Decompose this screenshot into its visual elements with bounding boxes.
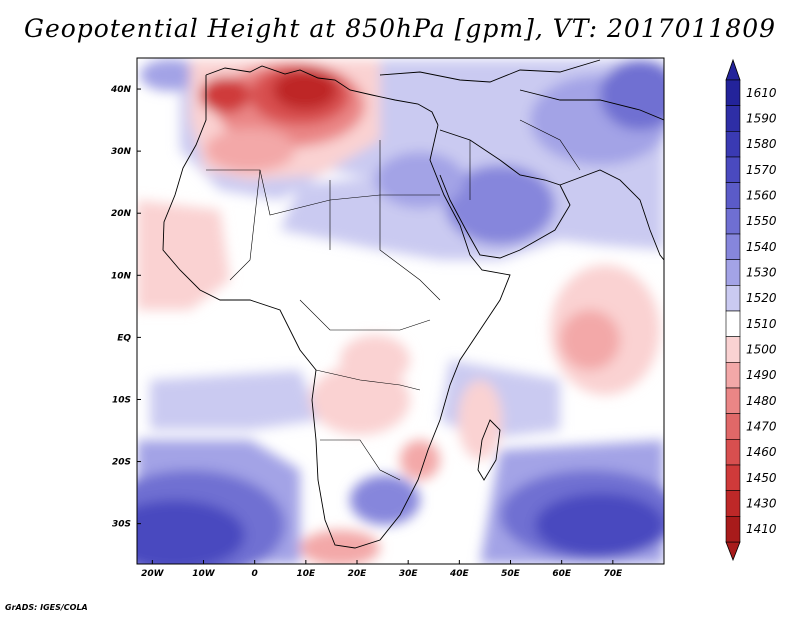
colorbar-swatch xyxy=(725,439,741,466)
lat-tick-label: 20N xyxy=(111,209,132,219)
colorbar-label: 1480 xyxy=(746,394,777,408)
colorbar-label: 1490 xyxy=(746,368,777,382)
colorbar-swatch xyxy=(725,105,741,132)
colorbar-label: 1410 xyxy=(746,522,777,536)
colorbar-swatch xyxy=(725,362,741,389)
lon-tick-label: 10E xyxy=(297,569,317,579)
colorbar-label: 1500 xyxy=(746,343,777,357)
colorbar-label: 1550 xyxy=(746,214,777,228)
lat-axis: 40N 30N 20N 10N EQ 10S 20S 30S xyxy=(110,85,141,530)
lat-tick-label: EQ xyxy=(117,333,131,343)
lon-tick-label: 20E xyxy=(348,569,368,579)
lon-tick-label: 70E xyxy=(603,569,623,579)
colorbar-label: 1580 xyxy=(746,137,777,151)
colorbar-label: 1560 xyxy=(746,189,777,203)
colorbar-top-arrow xyxy=(725,58,741,81)
coastlines xyxy=(162,59,664,549)
colorbar-label: 1540 xyxy=(746,240,777,254)
colorbar-swatch xyxy=(725,464,741,491)
plot-frame xyxy=(136,57,665,565)
lat-tick-label: 10N xyxy=(111,271,132,281)
grads-credit: GrADS: IGES/COLA xyxy=(5,603,88,612)
colorbar-swatch xyxy=(725,516,741,543)
colorbar-swatch xyxy=(725,336,741,363)
country-borders xyxy=(206,119,581,481)
lon-tick-label: 40E xyxy=(449,569,470,579)
colorbar-swatch xyxy=(725,131,741,158)
lon-axis: 20W 10W 0 10E 20E 30E 40E 50E 60E 70E xyxy=(141,560,623,579)
colorbar-swatch xyxy=(725,156,741,183)
colorbar-label: 1520 xyxy=(746,291,777,305)
height-field xyxy=(137,58,664,564)
colorbar-swatch xyxy=(725,310,741,337)
colorbar-label: 1510 xyxy=(746,317,777,331)
colorbar-swatch xyxy=(725,387,741,414)
colorbar: 1610 1590 1580 1570 1560 1550 1540 1530 1520 1510… xyxy=(725,58,777,562)
colorbar-swatch xyxy=(725,233,741,260)
map-title: Geopotential Height at 850hPa [gpm], VT:… xyxy=(23,14,777,43)
colorbar-swatch xyxy=(725,285,741,312)
lat-tick-label: 30N xyxy=(111,147,132,157)
colorbar-bottom-arrow xyxy=(725,541,741,562)
lon-tick-label: 30E xyxy=(399,569,419,579)
colorbar-label: 1570 xyxy=(746,163,777,177)
colorbar-label: 1460 xyxy=(746,445,777,459)
lat-tick-label: 30S xyxy=(112,520,131,530)
colorbar-swatch xyxy=(725,413,741,440)
colorbar-label: 1590 xyxy=(746,112,777,126)
lat-tick-label: 20S xyxy=(112,458,131,468)
lon-tick-label: 0 xyxy=(252,569,258,579)
lon-tick-label: 10W xyxy=(192,569,216,579)
lat-tick-label: 40N xyxy=(110,85,132,95)
colorbar-swatch xyxy=(725,208,741,235)
colorbar-swatch xyxy=(725,259,741,286)
lat-tick-label: 10S xyxy=(112,395,131,405)
colorbar-label: 1530 xyxy=(746,266,777,280)
lon-tick-label: 60E xyxy=(552,569,572,579)
colorbar-swatch xyxy=(725,79,741,106)
colorbar-swatch xyxy=(725,182,741,209)
colorbar-label: 1470 xyxy=(746,420,777,434)
lon-tick-label: 20W xyxy=(141,569,165,579)
colorbar-swatch xyxy=(725,490,741,517)
lon-tick-label: 50E xyxy=(501,569,521,579)
colorbar-label: 1450 xyxy=(746,471,777,485)
colorbar-label: 1610 xyxy=(746,86,777,100)
colorbar-label: 1430 xyxy=(746,497,777,511)
